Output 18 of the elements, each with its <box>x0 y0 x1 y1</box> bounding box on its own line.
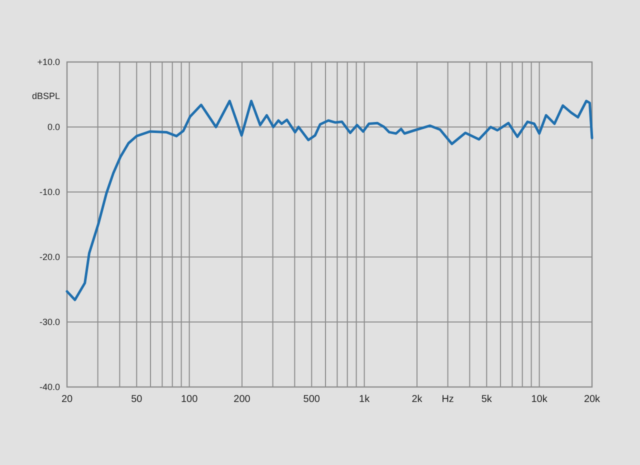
x-tick-label: 100 <box>180 394 198 405</box>
y-tick-label: -40.0 <box>39 382 60 392</box>
y-tick-label: 0.0 <box>47 122 60 132</box>
y-tick-label: -10.0 <box>39 187 60 197</box>
x-tick-label: 500 <box>303 394 320 405</box>
x-tick-label: 200 <box>234 394 251 405</box>
x-tick-label: 5k <box>481 394 493 405</box>
y-tick-label: -20.0 <box>39 252 60 262</box>
y-axis-title: dBSPL <box>32 91 60 101</box>
x-tick-label: Hz <box>442 394 454 405</box>
y-tick-label: -30.0 <box>39 317 60 327</box>
x-tick-label: 10k <box>531 394 548 405</box>
x-tick-label: 2k <box>412 394 424 405</box>
x-tick-label: 50 <box>131 394 143 405</box>
x-tick-label: 20k <box>584 394 602 405</box>
x-tick-label: 20 <box>61 394 73 405</box>
x-tick-label: 1k <box>359 394 371 405</box>
y-tick-label: +10.0 <box>37 57 60 67</box>
